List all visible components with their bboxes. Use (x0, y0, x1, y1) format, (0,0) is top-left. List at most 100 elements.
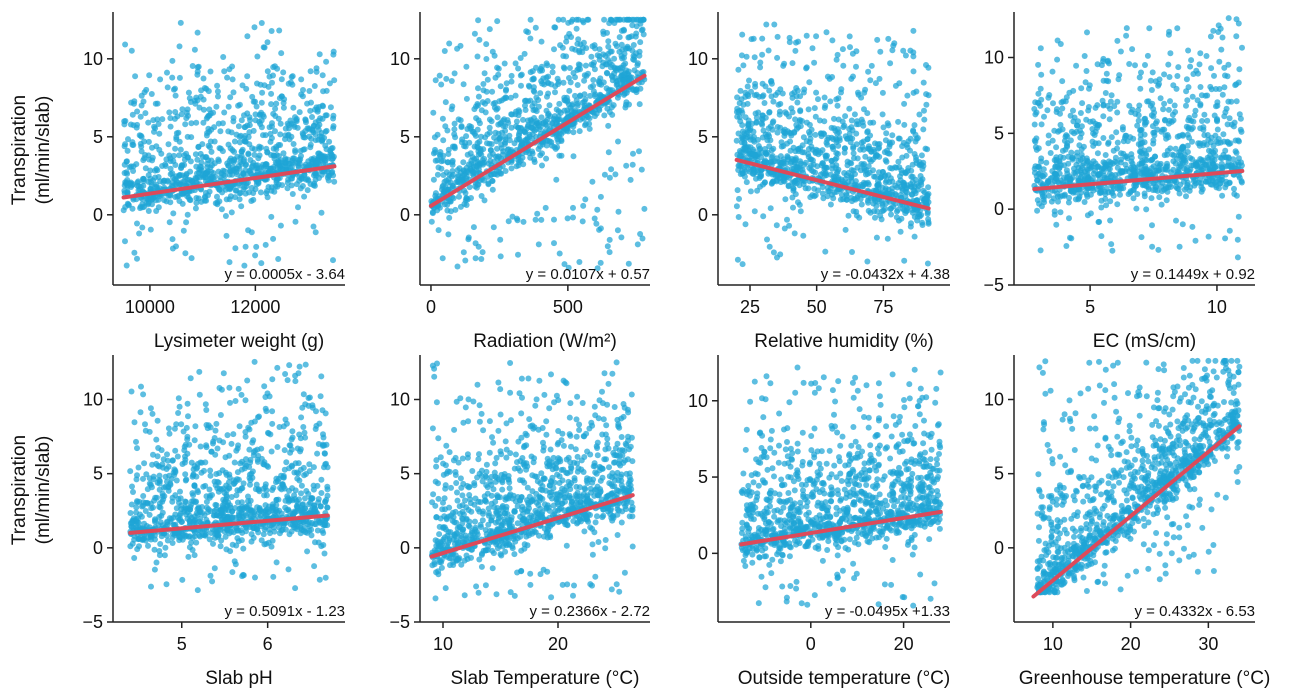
data-point (905, 168, 911, 174)
data-point (1150, 187, 1156, 193)
data-point (860, 144, 866, 150)
data-point (637, 39, 643, 45)
data-point (1150, 181, 1156, 187)
data-point (1235, 254, 1241, 260)
data-point (227, 158, 233, 164)
data-point (576, 48, 582, 54)
data-point (910, 49, 916, 55)
data-point (178, 20, 184, 26)
data-point (812, 132, 818, 138)
data-point (760, 182, 766, 188)
data-point (472, 183, 478, 189)
data-point (1081, 144, 1087, 150)
data-point (901, 122, 907, 128)
data-point (1108, 99, 1114, 105)
data-point (259, 90, 265, 96)
data-point (623, 163, 629, 169)
data-point (245, 151, 251, 157)
data-point (139, 148, 145, 154)
y-tick-label: 0 (994, 199, 1004, 219)
data-point (853, 131, 859, 137)
data-point (252, 24, 258, 30)
data-point (555, 81, 561, 87)
data-point (622, 61, 628, 67)
data-point (1170, 82, 1176, 88)
data-point (224, 75, 230, 81)
data-point (494, 18, 500, 24)
data-point (738, 88, 744, 94)
data-point (134, 109, 140, 115)
data-point (893, 165, 899, 171)
data-point (268, 214, 274, 220)
data-point (265, 194, 271, 200)
data-point (263, 162, 269, 168)
data-point (552, 89, 558, 95)
data-point (502, 61, 508, 67)
data-point (207, 468, 213, 474)
data-point (1225, 73, 1231, 79)
data-point (1081, 177, 1087, 183)
data-point (185, 401, 191, 407)
data-point (127, 164, 133, 170)
data-point (183, 219, 189, 225)
data-point (1160, 106, 1166, 112)
data-point (543, 156, 549, 162)
data-point (1221, 113, 1227, 119)
data-point (868, 210, 874, 216)
data-point (545, 91, 551, 97)
data-point (1068, 150, 1074, 156)
data-point (451, 126, 457, 132)
data-point (173, 93, 179, 99)
data-point (762, 158, 768, 164)
data-point (597, 46, 603, 52)
data-point (624, 44, 630, 50)
data-point (464, 96, 470, 102)
data-point (244, 33, 250, 39)
data-point (1200, 186, 1206, 192)
data-point (884, 159, 890, 165)
data-point (912, 122, 918, 128)
data-point (1097, 171, 1103, 177)
data-point (566, 75, 572, 81)
data-point (1106, 60, 1112, 66)
data-point (911, 187, 917, 193)
data-point (174, 179, 180, 185)
data-point (280, 69, 286, 75)
data-point (193, 195, 199, 201)
data-point (923, 102, 929, 108)
data-point (913, 154, 919, 160)
data-point (508, 147, 514, 153)
data-point (1114, 201, 1120, 207)
data-point (478, 256, 484, 262)
data-point (1187, 64, 1193, 70)
data-point (1177, 182, 1183, 188)
data-point (739, 134, 745, 140)
data-point (319, 210, 325, 216)
data-point (787, 35, 793, 41)
data-point (600, 29, 606, 35)
data-point (285, 185, 291, 191)
data-point (310, 128, 316, 134)
data-point (181, 429, 187, 435)
data-point (134, 183, 140, 189)
data-point (580, 18, 586, 24)
data-point (129, 389, 135, 395)
data-point (314, 161, 320, 167)
data-point (829, 37, 835, 43)
data-point (570, 129, 576, 135)
data-point (746, 78, 752, 84)
data-point (526, 84, 532, 90)
data-point (262, 82, 268, 88)
data-point (853, 197, 859, 203)
data-point (243, 139, 249, 145)
data-point (570, 215, 576, 221)
data-point (763, 22, 769, 28)
data-point (607, 249, 613, 255)
data-point (1059, 78, 1065, 84)
data-point (736, 108, 742, 114)
data-point (760, 81, 766, 87)
data-point (888, 205, 894, 211)
data-point (867, 146, 873, 152)
data-point (174, 194, 180, 200)
